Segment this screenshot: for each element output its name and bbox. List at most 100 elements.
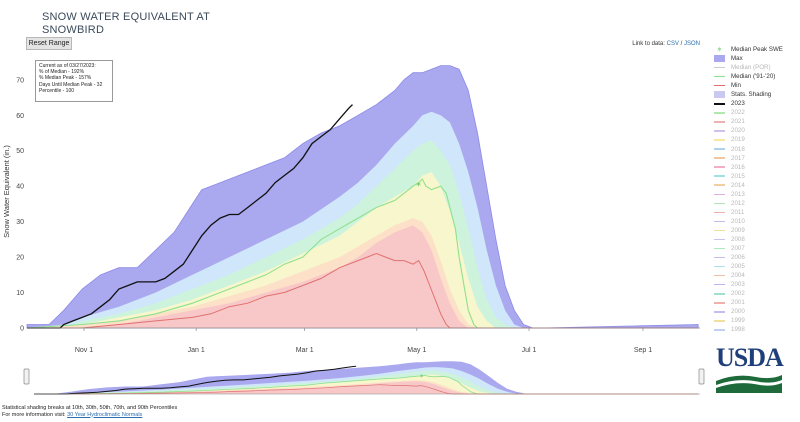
y-tick-label: 10 [16, 290, 24, 297]
legend-swatch: ✶ [716, 45, 723, 55]
legend-item[interactable]: 2015 [714, 172, 800, 181]
legend-swatch [714, 193, 725, 196]
legend-label: 2023 [731, 100, 745, 108]
legend-item[interactable]: 2004 [714, 271, 800, 280]
legend-item[interactable]: Min [714, 81, 800, 90]
navigator-left-handle[interactable] [23, 368, 30, 385]
legend-item[interactable]: Max [714, 54, 800, 63]
y-tick-label: 0 [20, 326, 24, 333]
status-line: % Median Peak - 157% [39, 75, 92, 82]
main-plot-area[interactable]: ✶ 0 10 20 30 40 50 60 70 Nov 1 Jan 1 Mar 1 May 1 Jul … [2, 65, 700, 354]
legend-label: 2017 [731, 154, 745, 162]
legend-label: 2003 [731, 281, 745, 289]
legend-label: 1998 [731, 326, 745, 334]
footer-line2: For more information visit: 30 Year Hydr… [2, 412, 177, 419]
legend-item[interactable]: 2021 [714, 117, 800, 126]
legend-item[interactable]: 2002 [714, 289, 800, 298]
json-link[interactable]: JSON [683, 41, 700, 47]
legend-item[interactable]: 2011 [714, 208, 800, 217]
legend-swatch [714, 329, 725, 331]
legend-item[interactable]: 2020 [714, 126, 800, 135]
navigator-plot[interactable]: ✶ [23, 360, 705, 395]
status-line: Days Until Median Peak - 32 [39, 81, 103, 88]
legend-label: Min [731, 82, 741, 90]
footer-prefix: For more information visit: [2, 411, 66, 418]
legend-swatch [714, 91, 725, 99]
legend-item[interactable]: Stats. Shading [714, 90, 800, 99]
legend-swatch [714, 175, 725, 177]
legend-item[interactable]: 2006 [714, 253, 800, 262]
data-links: Link to data: CSV / JSON [632, 41, 700, 47]
usda-logo-hills-icon [716, 375, 782, 393]
legend-item[interactable]: 2016 [714, 163, 800, 172]
legend-label: 2014 [731, 181, 745, 189]
legend-swatch [714, 184, 725, 186]
legend-item[interactable]: 2014 [714, 181, 800, 190]
legend-item[interactable]: 1998 [714, 325, 800, 334]
legend-item[interactable]: 2005 [714, 262, 800, 271]
legend-label: 2010 [731, 217, 745, 225]
legend-label: 2008 [731, 236, 745, 243]
legend-item[interactable]: 2008 [714, 235, 800, 244]
legend-item[interactable]: 2012 [714, 199, 800, 208]
legend-item[interactable]: 2010 [714, 217, 800, 226]
legend-item[interactable]: Median ('91-'20) [714, 72, 800, 81]
legend-swatch [714, 139, 725, 141]
legend-label: 2020 [731, 127, 745, 135]
navigator-median-line [33, 375, 699, 395]
legend-item[interactable]: 2013 [714, 190, 800, 199]
csv-link[interactable]: CSV [666, 41, 679, 47]
legend-label: 2015 [731, 172, 745, 180]
legend-item[interactable]: 2003 [714, 280, 800, 289]
legend-label: 2018 [731, 145, 745, 153]
legend-item[interactable]: 2022 [714, 108, 800, 117]
legend-label: 2001 [731, 299, 745, 307]
legend-item[interactable]: 1999 [714, 316, 800, 325]
x-tick-label: May 1 [407, 347, 426, 354]
y-tick-label: 30 [16, 219, 24, 226]
reset-range-button[interactable]: Reset Range [26, 37, 72, 50]
legend-label: Median Peak SWE [731, 46, 783, 54]
x-tick-label: Sep 1 [634, 347, 652, 354]
legend-swatch [714, 166, 725, 168]
legend-item[interactable]: 2009 [714, 226, 800, 235]
legend-swatch [714, 112, 725, 114]
x-tick-label: Jul 1 [522, 347, 537, 354]
legend-swatch [714, 55, 725, 63]
p10-area [27, 225, 699, 328]
legend-item[interactable]: 2023 [714, 99, 800, 108]
legend-item[interactable]: 2019 [714, 135, 800, 144]
legend-item[interactable]: 2018 [714, 145, 800, 154]
navigator-min-line [34, 384, 699, 395]
navigator-p10-area [34, 381, 699, 394]
legend-item[interactable]: ✶ Median Peak SWE [714, 45, 800, 54]
legend: ✶ Median Peak SWE Max Median (POR) Median ('… [714, 45, 800, 335]
legend-label: 2012 [731, 199, 745, 207]
legend-item[interactable]: Median (POR) [714, 63, 800, 72]
median-peak-marker[interactable]: ✶ [415, 180, 422, 189]
x-tick-label: Mar 1 [296, 347, 314, 354]
legend-item[interactable]: 2001 [714, 298, 800, 307]
legend-swatch [714, 265, 725, 268]
legend-swatch [714, 311, 725, 313]
legend-label: 2011 [731, 208, 745, 216]
legend-label: 2021 [731, 118, 745, 126]
y-tick-label: 50 [16, 148, 24, 155]
legend-label: 2019 [731, 136, 745, 144]
chart-title: SNOW WATER EQUIVALENT AT SNOWBIRD [42, 11, 262, 37]
normals-link[interactable]: 30 Year Hydroclimatic Normals [67, 411, 143, 418]
legend-label: 2016 [731, 163, 745, 171]
status-line: % of Median - 192% [39, 69, 85, 76]
navigator-right-handle[interactable] [698, 368, 705, 385]
legend-swatch [714, 256, 725, 259]
legend-label: Stats. Shading [731, 91, 772, 99]
legend-item[interactable]: 2000 [714, 307, 800, 316]
chart-title-line1: SNOW WATER EQUIVALENT AT [42, 11, 210, 23]
y-tick-label: 20 [16, 255, 24, 262]
legend-item[interactable]: 2017 [714, 154, 800, 163]
chart-title-line2: SNOWBIRD [42, 24, 105, 36]
legend-swatch [714, 157, 725, 159]
legend-item[interactable]: 2007 [714, 244, 800, 253]
legend-label: 2009 [731, 226, 745, 234]
